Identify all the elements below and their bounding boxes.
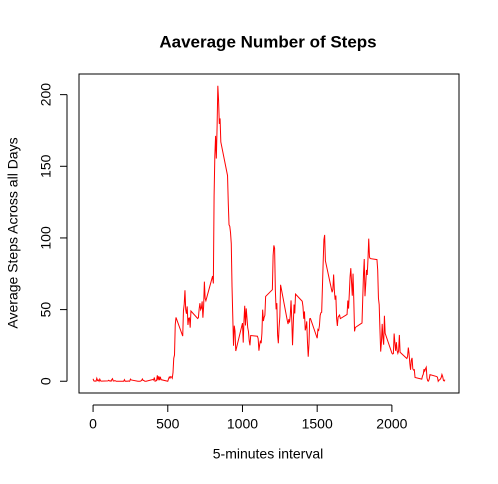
data-line: [92, 85, 446, 383]
y-tick-label: 150: [38, 154, 54, 178]
x-tick-label: 1000: [227, 416, 258, 432]
x-tick-label: 2000: [376, 416, 407, 432]
x-tick-label: 1500: [302, 416, 333, 432]
plot-frame: [78, 73, 460, 394]
chart-title: Aaverage Number of Steps: [159, 32, 376, 51]
y-tick-label: 200: [38, 83, 54, 107]
y-tick-label: 100: [38, 226, 54, 250]
y-tick-label: 0: [38, 377, 54, 385]
x-axis-label: 5-minutes interval: [213, 446, 324, 462]
x-tick-label: 0: [89, 416, 97, 432]
y-axis-label: Average Steps Across all Days: [5, 137, 21, 328]
y-tick-label: 50: [38, 302, 54, 318]
x-tick-label: 500: [156, 416, 180, 432]
